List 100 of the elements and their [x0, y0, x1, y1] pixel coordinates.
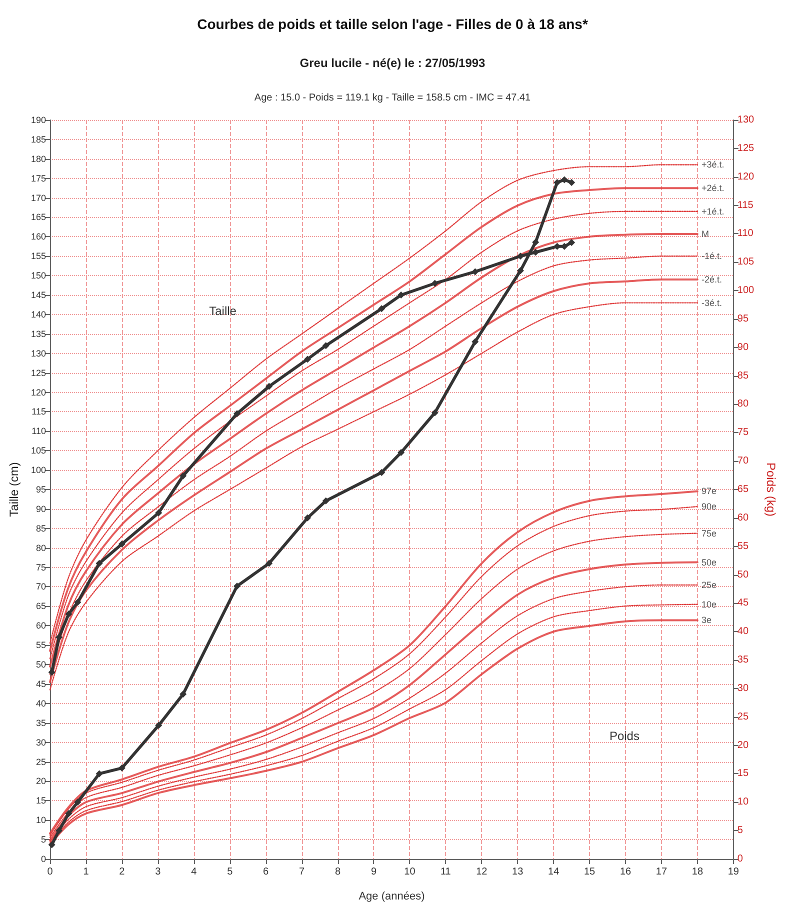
y-tick-label: 180 — [30, 154, 46, 164]
y2-axis-title: Poids (kg) — [764, 462, 778, 517]
series-label: 50e — [701, 557, 716, 568]
series-label: +3é.t. — [701, 160, 724, 170]
x-tick-label: 4 — [191, 866, 198, 878]
y-tick-label: 55 — [36, 640, 46, 650]
x-tick-label: 9 — [370, 866, 377, 878]
y-tick-label: 170 — [30, 192, 46, 203]
y-tick-label: 0 — [40, 854, 46, 864]
y-tick-label: 65 — [36, 601, 46, 612]
annotation: Taille — [209, 304, 237, 318]
y-tick-label: 30 — [36, 737, 46, 748]
y2-tick-label: 120 — [737, 171, 755, 182]
y-tick-label: 140 — [30, 309, 46, 320]
y-tick-label: 150 — [30, 270, 46, 281]
y2-tick-label: 85 — [737, 370, 749, 382]
y2-tick-label: 115 — [737, 200, 754, 211]
y2-tick-label: 65 — [737, 484, 749, 495]
y2-tick-label: 20 — [737, 740, 749, 751]
x-axis-title: Age (années) — [358, 890, 425, 902]
y2-tick-label: 110 — [737, 228, 754, 240]
y-tick-label: 70 — [36, 582, 46, 592]
y2-tick-label: 25 — [737, 711, 749, 722]
y2-tick-label: 95 — [737, 313, 749, 324]
y-tick-label: 60 — [36, 620, 46, 631]
y-tick-label: 110 — [32, 426, 46, 436]
series-label: M — [701, 228, 709, 239]
x-tick-label: 11 — [440, 866, 452, 878]
series-label: 97e — [701, 486, 716, 496]
y2-tick-label: 15 — [737, 768, 749, 780]
y-tick-label: 5 — [40, 834, 46, 845]
x-tick-label: 17 — [656, 866, 668, 878]
y-tick-label: 155 — [30, 251, 46, 262]
y-tick-label: 165 — [30, 212, 46, 222]
x-tick-label: 15 — [584, 866, 596, 878]
y-tick-label: 120 — [30, 387, 46, 398]
series-label: 90e — [701, 502, 716, 512]
y-tick-label: 190 — [30, 115, 46, 125]
y2-tick-label: 50 — [737, 569, 749, 580]
y-tick-label: 50 — [36, 660, 46, 670]
y-tick-label: 95 — [36, 484, 46, 494]
series-label: +2é.t. — [701, 183, 724, 194]
x-tick-label: 16 — [620, 866, 632, 878]
y-tick-label: 75 — [36, 562, 46, 572]
series-label: 10e — [701, 599, 716, 610]
series-label: +1é.t. — [701, 206, 724, 216]
y-tick-label: 105 — [30, 446, 46, 456]
y-tick-label: 175 — [30, 173, 46, 184]
y2-tick-label: 55 — [737, 540, 749, 552]
series-label: -2é.t. — [701, 274, 722, 284]
x-tick-label: 12 — [476, 866, 488, 878]
y-tick-label: 100 — [30, 465, 46, 476]
x-tick-label: 7 — [299, 866, 306, 878]
chart-title: Courbes de poids et taille selon l'age - Filles de 0 à 18 ans* — [197, 16, 588, 32]
y-tick-label: 160 — [30, 232, 46, 242]
y-tick-label: 35 — [36, 718, 46, 728]
x-tick-label: 2 — [119, 866, 126, 878]
series-label: 75e — [701, 528, 716, 538]
y2-tick-label: 80 — [737, 398, 749, 410]
x-tick-label: 8 — [334, 866, 341, 878]
y2-tick-label: 75 — [737, 427, 749, 438]
y2-tick-label: 105 — [737, 256, 755, 268]
y-tick-label: 145 — [30, 290, 46, 300]
x-tick-label: 6 — [263, 866, 270, 878]
y-tick-label: 125 — [30, 368, 46, 378]
y-tick-label: 25 — [36, 756, 46, 767]
series-label: 3e — [701, 615, 712, 626]
y2-tick-label: 130 — [737, 114, 755, 126]
y-axis-title: Taille (cm) — [7, 462, 21, 517]
y2-tick-label: 35 — [737, 654, 749, 666]
x-tick-label: 10 — [404, 866, 416, 878]
y2-tick-label: 60 — [737, 512, 749, 524]
y2-tick-label: 0 — [737, 854, 744, 864]
y2-tick-label: 90 — [737, 342, 749, 353]
y2-tick-label: 100 — [737, 285, 755, 296]
x-tick-label: 18 — [692, 866, 704, 878]
x-tick-label: 3 — [155, 866, 162, 878]
y-tick-label: 15 — [36, 796, 46, 806]
y-tick-label: 40 — [36, 698, 46, 708]
y-tick-label: 135 — [30, 328, 46, 339]
x-tick-label: 1 — [83, 866, 90, 878]
y2-tick-label: 40 — [737, 626, 749, 638]
y-tick-label: 185 — [30, 134, 46, 144]
x-tick-label: 14 — [548, 866, 560, 878]
y-tick-label: 85 — [36, 523, 46, 534]
annotation: Poids — [609, 729, 640, 743]
x-tick-label: 13 — [512, 866, 524, 878]
series-label: -1é.t. — [701, 251, 722, 262]
x-tick-label: 5 — [227, 866, 234, 878]
y2-tick-label: 10 — [737, 796, 749, 808]
y-tick-label: 20 — [36, 776, 46, 786]
y-tick-label: 115 — [32, 406, 46, 417]
series-label: -3é.t. — [701, 298, 722, 308]
y-tick-label: 45 — [36, 678, 46, 689]
y-tick-label: 80 — [36, 542, 46, 553]
series-label: 25e — [701, 580, 716, 590]
chart-subtitle: Greu lucile - né(e) le : 27/05/1993 — [300, 56, 486, 70]
y-tick-label: 90 — [36, 504, 46, 514]
y2-tick-label: 45 — [737, 598, 749, 609]
y2-tick-label: 70 — [737, 456, 749, 467]
